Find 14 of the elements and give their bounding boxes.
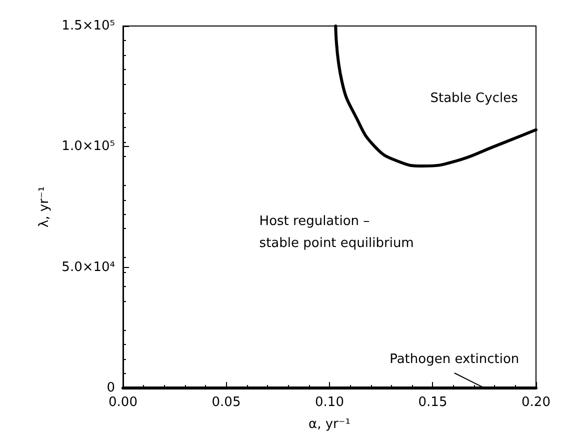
x-tick-label: 0.10: [315, 395, 344, 410]
y-tick-label: 0: [106, 380, 115, 396]
annotation: Stable Cycles: [430, 90, 518, 106]
y-tick-label: 1.5×10⁵: [62, 18, 115, 34]
y-axis-title: λ, yr⁻¹: [36, 186, 52, 228]
y-tick-label: 5.0×10⁴: [62, 260, 115, 275]
x-tick-label: 0.05: [212, 395, 241, 410]
annotation: Host regulation – stable point equilibrium: [259, 214, 414, 251]
annotation: Pathogen extinction: [390, 352, 520, 367]
y-tick-label: 1.0×10⁵: [62, 139, 115, 154]
x-axis-title: α, yr⁻¹: [308, 417, 350, 432]
x-tick-label: 0.00: [108, 395, 138, 410]
x-tick-label: 0.20: [522, 395, 550, 410]
x-tick-label: 0.15: [418, 395, 448, 410]
